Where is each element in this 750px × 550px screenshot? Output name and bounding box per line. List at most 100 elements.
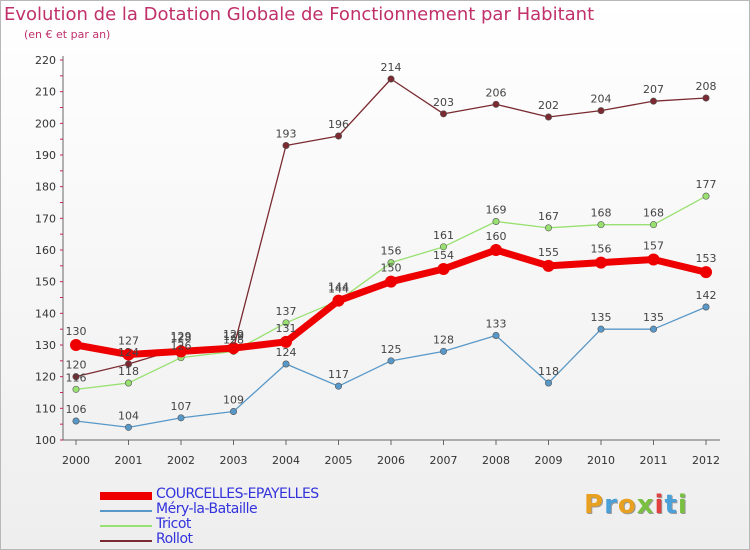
data-label-courcelles-epayelles: 144 [328,281,349,294]
data-label-m-ry-la-bataille: 106 [66,403,87,416]
data-label-tricot: 126 [171,340,192,353]
y-tick-label: 200 [35,117,56,130]
x-tick-label: 2004 [272,454,300,467]
data-label-courcelles-epayelles: 160 [486,230,507,243]
y-tick-label: 210 [35,86,56,99]
x-tick-label: 2008 [482,454,510,467]
data-label-tricot: 168 [591,207,612,220]
data-label-tricot: 177 [696,178,717,191]
data-point-courcelles-epayelles [332,294,345,307]
data-label-rollot: 129 [223,330,244,343]
x-tick-label: 2001 [115,454,143,467]
data-label-tricot: 118 [118,365,139,378]
y-tick-label: 100 [35,434,56,447]
data-label-courcelles-epayelles: 154 [433,249,454,262]
data-point-courcelles-epayelles [385,275,397,288]
data-label-m-ry-la-bataille: 133 [486,318,507,331]
data-point-tricot [282,319,290,327]
y-tick-label: 170 [35,212,56,225]
data-point-rollot [125,360,133,368]
data-point-courcelles-epayelles [437,263,450,275]
data-point-tricot [649,221,657,229]
data-point-courcelles-epayelles [647,253,660,266]
x-tick-label: 2005 [325,454,353,467]
data-label-courcelles-epayelles: 155 [538,246,559,259]
y-tick-label: 190 [35,149,56,162]
data-point-courcelles-epayelles [700,266,712,279]
data-point-m-ry-la-bataille [282,360,290,368]
data-point-rollot [334,132,342,140]
data-label-courcelles-epayelles: 153 [696,252,717,265]
data-label-tricot: 161 [433,229,454,242]
data-point-m-ry-la-bataille [544,379,552,387]
data-label-rollot: 202 [538,99,559,112]
legend-label-courcelles: COURCELLES-EPAYELLES [156,486,319,502]
data-label-m-ry-la-bataille: 135 [643,311,664,324]
data-point-rollot [702,94,710,102]
data-label-courcelles-epayelles: 128 [171,331,192,344]
data-label-m-ry-la-bataille: 118 [538,365,559,378]
data-label-tricot: 116 [66,371,87,384]
data-point-m-ry-la-bataille [439,347,447,355]
chart-title: Evolution de la Dotation Globale de Fonc… [4,4,595,25]
data-point-tricot [72,385,80,393]
data-label-courcelles-epayelles: 130 [66,325,87,338]
proxiti-logo: Proxiti [584,490,688,520]
data-label-rollot: 124 [118,346,139,359]
data-point-rollot [649,97,657,105]
y-tick-label: 220 [35,54,56,67]
data-point-courcelles-epayelles [227,342,240,355]
legend-label-rollot: Rollot [156,531,193,547]
data-point-tricot [544,224,552,232]
data-label-m-ry-la-bataille: 107 [171,400,192,413]
x-tick-label: 2011 [640,454,668,467]
data-point-courcelles-epayelles [542,259,555,272]
legend-swatch-tricot [100,525,152,527]
legend-swatch-rollot [100,540,152,542]
data-label-m-ry-la-bataille: 128 [433,333,454,346]
data-point-courcelles-epayelles [70,339,82,351]
x-tick-label: 2007 [430,454,458,467]
data-point-courcelles-epayelles [175,345,187,358]
data-label-m-ry-la-bataille: 104 [118,409,139,422]
x-tick-label: 2012 [692,454,720,467]
data-label-tricot: 156 [381,245,402,258]
x-tick-label: 2010 [587,454,615,467]
data-label-courcelles-epayelles: 150 [381,262,402,275]
data-label-m-ry-la-bataille: 142 [696,289,717,302]
data-point-tricot [702,192,710,200]
axes: 100 110 120 130 140 150 160 170 180 190 200 210 220 2… [35,54,720,467]
data-point-courcelles-epayelles [490,244,502,256]
data-label-m-ry-la-bataille: 135 [591,311,612,324]
data-label-tricot: 169 [486,204,507,217]
data-label-tricot: 168 [643,207,664,220]
data-point-tricot [597,221,605,229]
data-point-m-ry-la-bataille [597,325,605,333]
data-label-courcelles-epayelles: 127 [118,335,139,348]
data-point-courcelles-epayelles [280,335,292,348]
data-point-rollot [387,75,395,83]
data-label-rollot: 129 [171,330,192,343]
data-point-courcelles-epayelles [122,348,135,361]
data-point-rollot [282,142,290,150]
data-point-tricot [387,259,395,267]
x-tick-label: 2009 [535,454,563,467]
y-tick-label: 140 [35,307,56,320]
x-tick-label: 2003 [220,454,248,467]
data-label-rollot: 208 [696,80,717,93]
data-point-m-ry-la-bataille [649,325,657,333]
data-label-courcelles-epayelles: 129 [223,328,244,341]
data-point-m-ry-la-bataille [230,407,238,415]
data-label-tricot: 137 [276,305,297,318]
data-label-rollot: 120 [66,359,87,372]
data-label-m-ry-la-bataille: 124 [276,346,297,359]
data-point-courcelles-epayelles [595,256,607,269]
y-tick-label: 130 [35,339,56,352]
data-point-m-ry-la-bataille [125,423,133,431]
data-point-rollot [439,110,447,118]
data-point-rollot [544,113,552,121]
data-label-rollot: 196 [328,118,349,131]
legend-label-tricot: Tricot [156,516,191,532]
data-label-rollot: 206 [486,86,507,99]
x-tick-label: 2000 [62,454,90,467]
